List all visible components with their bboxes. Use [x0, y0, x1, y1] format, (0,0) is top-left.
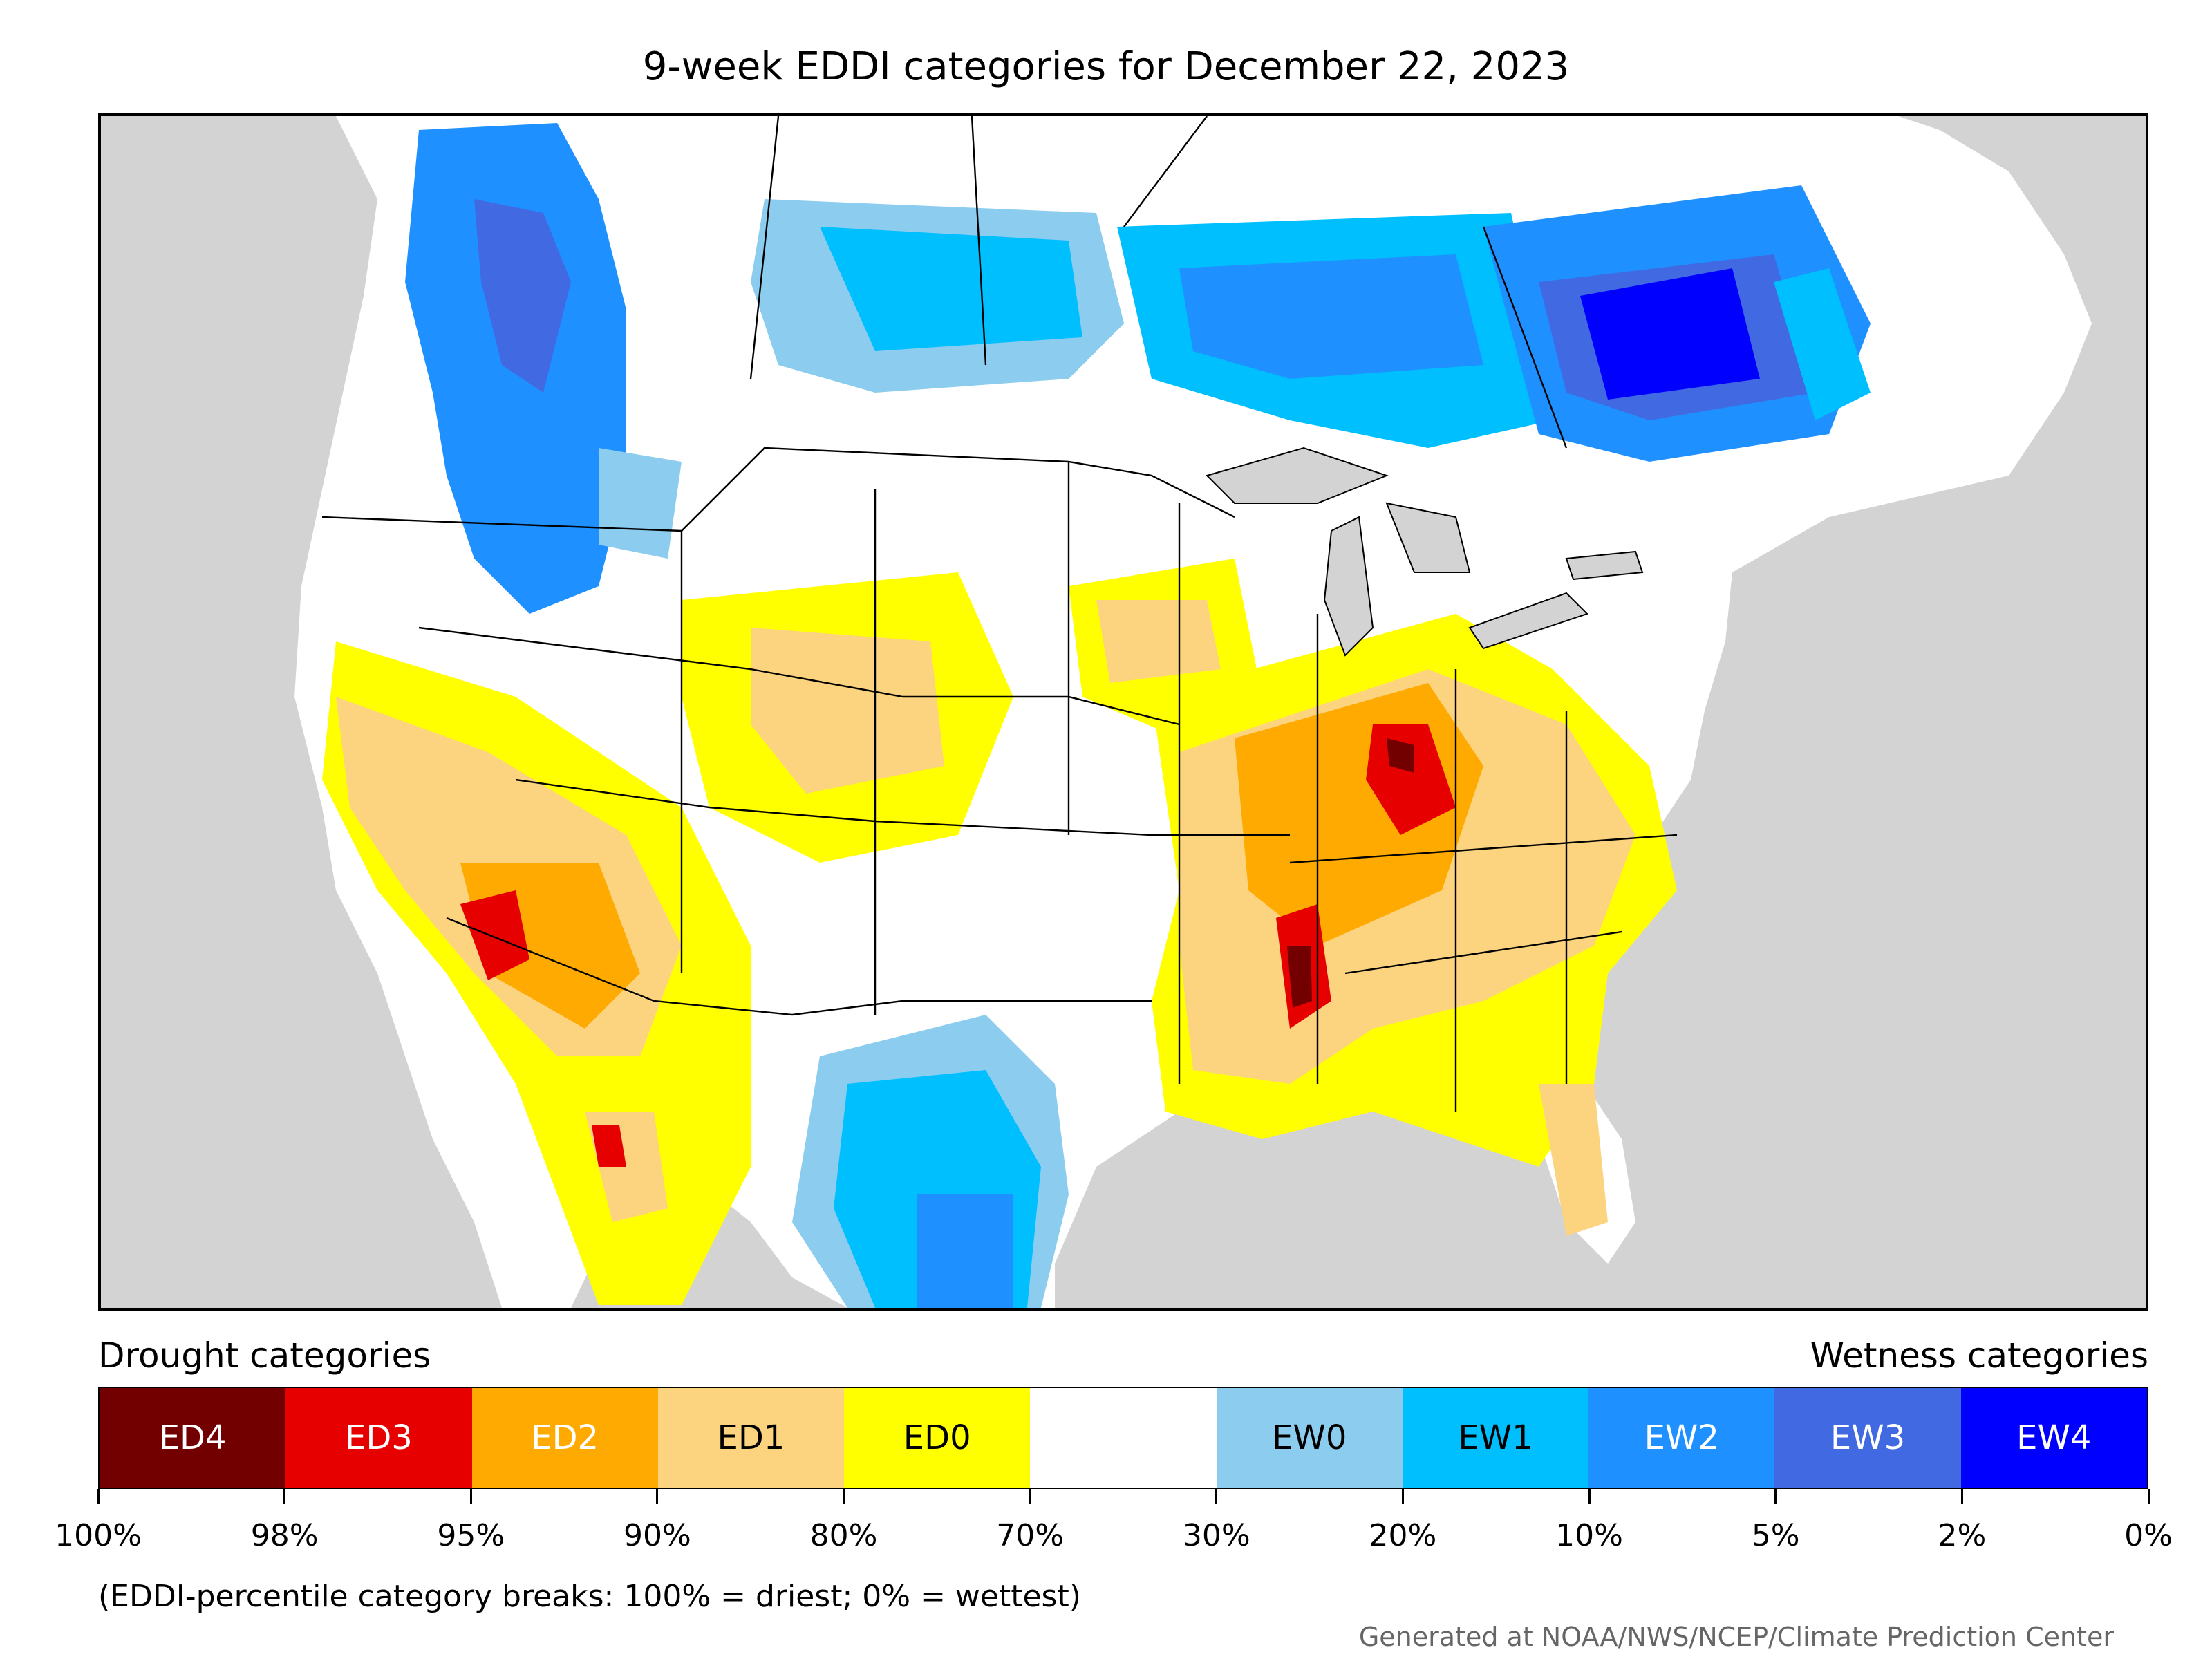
colorbar-tick: [1588, 1489, 1591, 1504]
colorbar-tick: [283, 1489, 286, 1504]
colorbar-tick-label: 2%: [1938, 1518, 1987, 1553]
colorbar-label: ED4: [158, 1418, 227, 1457]
colorbar-tick: [1960, 1489, 1963, 1504]
colorbar-label: EW1: [1458, 1418, 1533, 1457]
colorbar-tick: [469, 1489, 472, 1504]
category-colorbar: ED4 ED3 ED2 ED1 ED0 EW0 EW1 EW2 EW3 EW4: [98, 1387, 2148, 1489]
colorbar-tick: [1215, 1489, 1218, 1504]
colorbar-cell-ew3: EW3: [1774, 1388, 1961, 1488]
drought-region-southeast: [1152, 614, 1677, 1236]
colorbar-tick-label: 98%: [250, 1518, 319, 1553]
colorbar-cell-ed4: ED4: [100, 1388, 286, 1488]
colorbar-tick: [656, 1489, 659, 1504]
colorbar-label: EW2: [1644, 1418, 1719, 1457]
wet-region-texas: [792, 1015, 1069, 1308]
colorbar-tick: [1029, 1489, 1031, 1504]
drought-categories-label: Drought categories: [98, 1335, 431, 1376]
great-lakes: [1206, 447, 1644, 657]
colorbar-label: EW3: [1830, 1418, 1906, 1457]
colorbar-tick-label: 100%: [55, 1518, 142, 1553]
colorbar-tick-label: 95%: [437, 1518, 505, 1553]
colorbar-tick-label: 0%: [2124, 1518, 2173, 1553]
colorbar-cell-ed0: ED0: [844, 1388, 1031, 1488]
colorbar-tick-label: 5%: [1751, 1518, 1800, 1553]
colorbar-label: EW0: [1272, 1418, 1347, 1457]
colorbar-tick-label: 10%: [1555, 1518, 1623, 1553]
eddi-map: [98, 113, 2148, 1311]
colorbar-tick: [1774, 1489, 1777, 1504]
colorbar-tick: [2147, 1489, 2150, 1504]
colorbar-cell-ed2: ED2: [471, 1388, 658, 1488]
colorbar-cell-ed3: ED3: [285, 1388, 472, 1488]
state-boundaries: [321, 116, 1678, 1112]
colorbar-tick-label: 80%: [809, 1518, 878, 1553]
colorbar-cell-ed1: ED1: [657, 1388, 845, 1488]
wetness-categories-label: Wetness categories: [1810, 1335, 2148, 1376]
colorbar-cell-ew0: EW0: [1216, 1388, 1403, 1488]
colorbar-cell-neutral: [1030, 1388, 1217, 1488]
footnote: (EDDI-percentile category breaks: 100% =…: [98, 1579, 1081, 1614]
colorbar-cell-ew4: EW4: [1960, 1388, 2147, 1488]
credit: Generated at NOAA/NWS/NCEP/Climate Predi…: [1358, 1622, 2114, 1652]
colorbar-label: ED1: [717, 1418, 785, 1457]
colorbar-label: ED0: [903, 1418, 971, 1457]
colorbar-tick-label: 20%: [1369, 1518, 1437, 1553]
map-title: 9-week EDDI categories for December 22, …: [642, 44, 1570, 89]
colorbar-label: EW4: [2016, 1418, 2092, 1457]
colorbar-tick-label: 30%: [1182, 1518, 1250, 1553]
colorbar-tick: [843, 1489, 845, 1504]
colorbar-tick-label: 70%: [996, 1518, 1065, 1553]
colorbar-cell-ew1: EW1: [1402, 1388, 1589, 1488]
colorbar-tick: [1401, 1489, 1404, 1504]
colorbar-label: ED3: [344, 1418, 413, 1457]
colorbar-cell-ew2: EW2: [1588, 1388, 1775, 1488]
colorbar-tick: [97, 1489, 100, 1504]
wet-region-northwest: [405, 123, 682, 614]
wet-region-canada: [751, 185, 1871, 462]
colorbar-tick-label: 90%: [624, 1518, 691, 1553]
colorbar-label: ED2: [531, 1418, 599, 1457]
drought-region-southwest: [322, 641, 751, 1305]
